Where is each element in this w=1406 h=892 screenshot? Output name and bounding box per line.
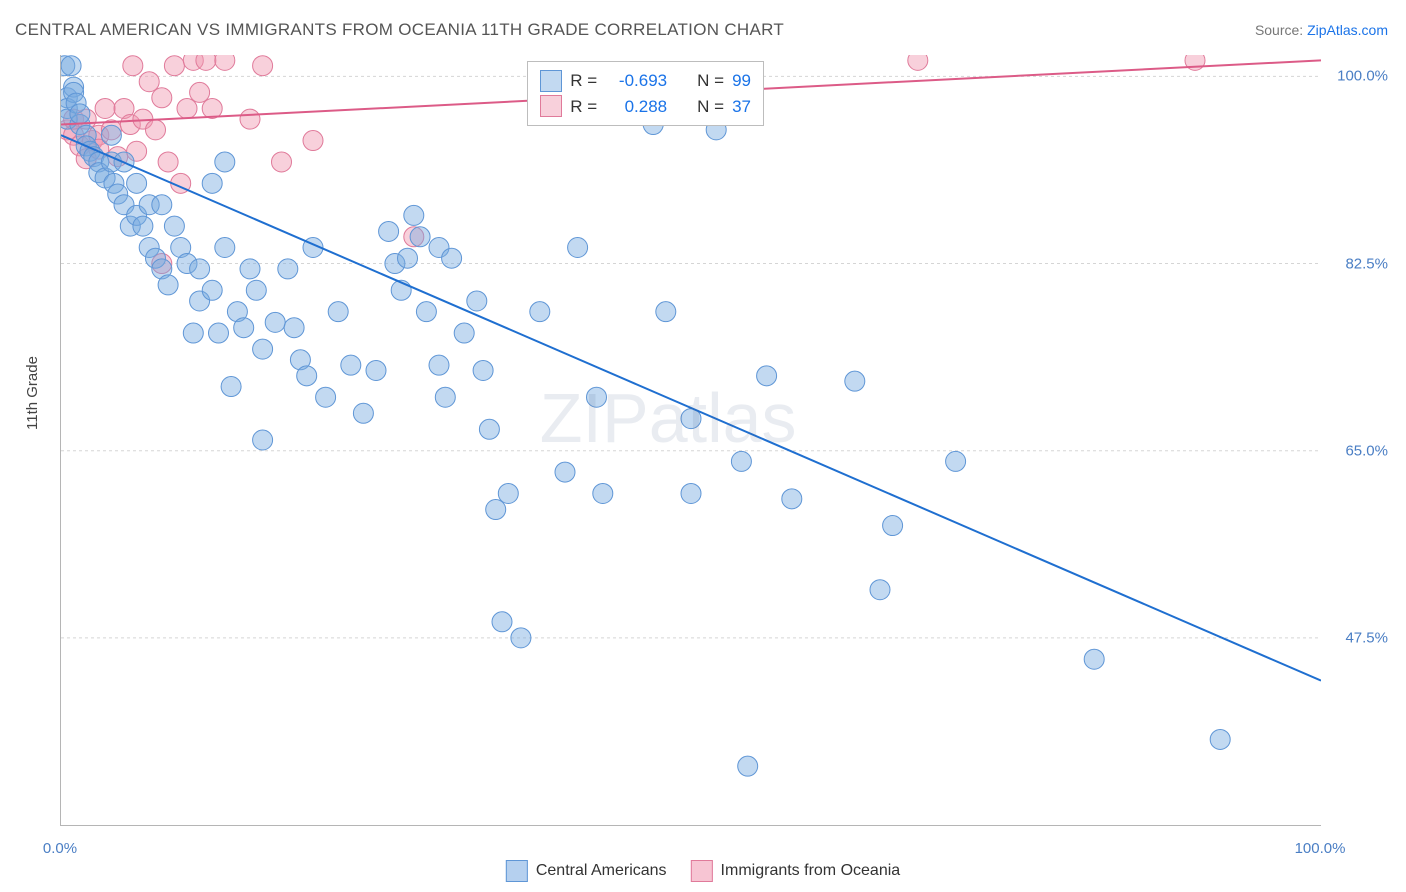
- x-tick-label: 0.0%: [43, 840, 77, 857]
- legend-top-row: R = -0.693 N = 99: [540, 68, 751, 94]
- y-tick-label: 82.5%: [1345, 255, 1388, 272]
- legend-n-value: 37: [732, 94, 751, 120]
- scatter-plot: ZIPatlas R =-0.693N =99R =0.288N =37: [60, 55, 1321, 826]
- legend-bottom-item: Central Americans: [506, 860, 667, 882]
- legend-swatch: [506, 860, 528, 882]
- source-link[interactable]: ZipAtlas.com: [1307, 22, 1388, 38]
- legend-n-label: N =: [697, 68, 724, 94]
- legend-n-label: N =: [697, 94, 724, 120]
- legend-top: R = -0.693 N = 99 R = 0.288 N = 37: [527, 61, 764, 126]
- y-tick-label: 47.5%: [1345, 629, 1388, 646]
- legend-r-value: -0.693: [605, 68, 667, 94]
- y-tick-label: 65.0%: [1345, 442, 1388, 459]
- legend-bottom-label: Immigrants from Oceania: [721, 862, 901, 880]
- x-tick-label: 100.0%: [1295, 840, 1346, 857]
- plot-svg: [61, 55, 1321, 825]
- legend-r-label: R =: [570, 94, 597, 120]
- page-title: CENTRAL AMERICAN VS IMMIGRANTS FROM OCEA…: [15, 20, 784, 40]
- y-tick-label: 100.0%: [1337, 68, 1388, 85]
- legend-bottom-item: Immigrants from Oceania: [691, 860, 901, 882]
- source-label: Source:: [1255, 22, 1307, 38]
- legend-n-value: 99: [732, 68, 751, 94]
- legend-bottom: Central Americans Immigrants from Oceania: [506, 860, 900, 882]
- legend-swatch: [540, 95, 562, 117]
- y-axis-label: 11th Grade: [24, 356, 41, 430]
- legend-top-row: R = 0.288 N = 37: [540, 94, 751, 120]
- legend-swatch: [540, 70, 562, 92]
- legend-r-label: R =: [570, 68, 597, 94]
- legend-swatch: [691, 860, 713, 882]
- legend-r-value: 0.288: [605, 94, 667, 120]
- source-credit: Source: ZipAtlas.com: [1255, 22, 1388, 38]
- legend-bottom-label: Central Americans: [536, 862, 667, 880]
